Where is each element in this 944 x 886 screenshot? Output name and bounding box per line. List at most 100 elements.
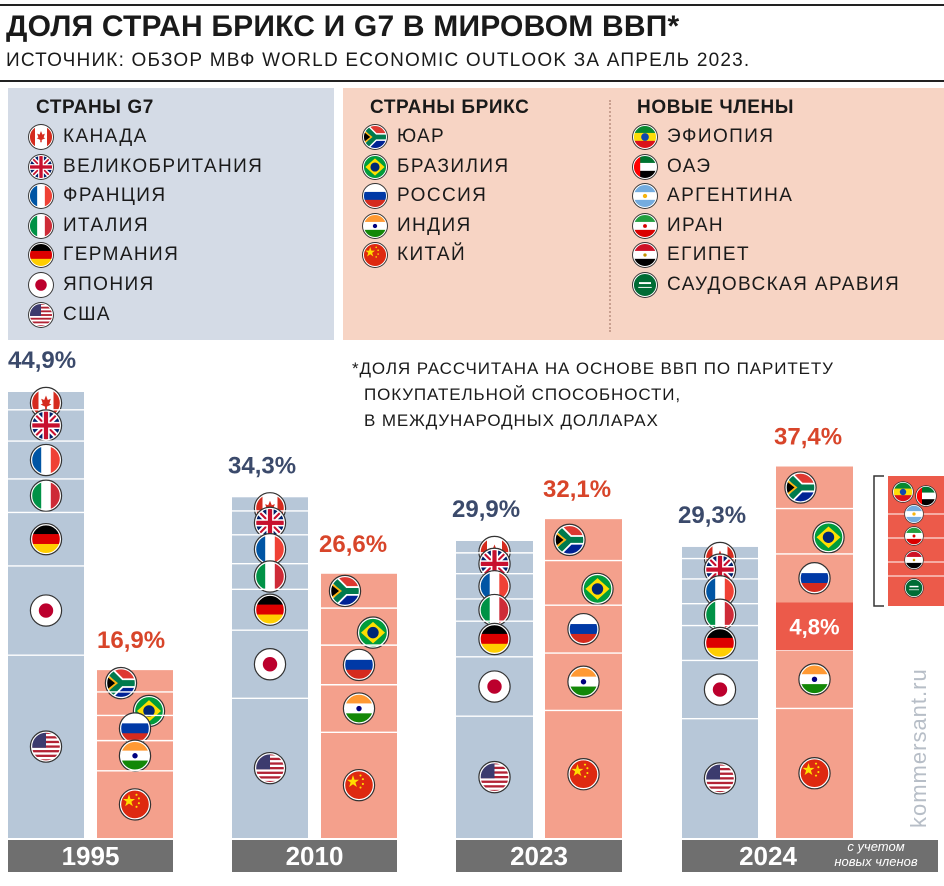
ethiopia-flag-icon	[892, 481, 914, 503]
india-flag-icon	[342, 692, 376, 725]
brics-value-label-2023: 32,1%	[543, 476, 611, 503]
header-rule	[0, 80, 944, 82]
legend-label-south-africa: ЮАР	[397, 126, 446, 147]
new-members-value-label-2024: 4,8%	[789, 614, 839, 639]
egypt-flag-icon	[632, 242, 658, 269]
uk-flag-icon	[28, 153, 54, 180]
south-africa-flag-icon	[784, 471, 817, 504]
year-bar-2023	[456, 840, 622, 872]
usa-flag-icon	[253, 751, 287, 785]
year-label-1995: 1995	[62, 841, 120, 871]
uk-flag-icon	[253, 506, 287, 540]
brics-value-label-2010: 26,6%	[319, 531, 387, 558]
legend-label-japan: ЯПОНИЯ	[63, 274, 155, 295]
uk-flag-icon	[29, 409, 63, 442]
ethiopia-flag-icon	[632, 124, 658, 150]
legend-item-egypt: ЕГИПЕТ	[632, 242, 750, 269]
year-label-2023: 2023	[510, 841, 568, 871]
footnote-line-1: *ДОЛЯ РАССЧИТАНА НА ОСНОВЕ ВВП ПО ПАРИТЕ…	[352, 359, 834, 378]
iran-flag-icon	[632, 212, 658, 239]
uae-flag-icon	[915, 485, 937, 507]
italy-flag-icon	[253, 560, 287, 593]
legend-item-iran: ИРАН	[632, 212, 725, 239]
india-flag-icon	[798, 663, 831, 696]
legend-label-italy: ИТАЛИЯ	[63, 214, 149, 236]
brazil-flag-icon	[812, 521, 845, 554]
legend-label-russia: РОССИЯ	[397, 185, 488, 207]
usa-flag-icon	[28, 301, 54, 328]
top-rule	[0, 4, 944, 6]
canada-flag-icon	[28, 124, 54, 150]
legend-label-germany: ГЕРМАНИЯ	[63, 244, 180, 266]
brazil-flag-icon	[362, 153, 388, 180]
legend-label-argentina: АРГЕНТИНА	[667, 185, 794, 207]
south-africa-flag-icon	[362, 124, 388, 150]
japan-flag-icon	[703, 673, 737, 706]
italy-flag-icon	[478, 593, 511, 627]
new-members-bracket	[873, 475, 884, 607]
legend-g7-heading: СТРАНЫ G7	[36, 97, 154, 118]
legend-divider	[609, 100, 611, 332]
china-flag-icon	[342, 768, 376, 802]
legend-item-uk: ВЕЛИКОБРИТАНИЯ	[28, 153, 264, 180]
legend-label-brazil: БРАЗИЛИЯ	[397, 155, 510, 177]
india-flag-icon	[118, 739, 152, 772]
year-bar-1995	[8, 840, 173, 872]
usa-flag-icon	[703, 762, 737, 795]
year-bar-2024	[682, 840, 938, 872]
chart-title: ДОЛЯ СТРАН БРИКС И G7 В МИРОВОМ ВВП*	[6, 10, 680, 43]
new-members-bar-2024	[776, 602, 853, 651]
legend-label-usa: США	[63, 303, 112, 325]
legend-label-uae: ОАЭ	[667, 155, 712, 177]
china-flag-icon	[567, 758, 600, 791]
legend-item-brazil: БРАЗИЛИЯ	[362, 153, 510, 180]
south-africa-flag-icon	[553, 523, 586, 557]
footnote: *ДОЛЯ РАССЧИТАНА НА ОСНОВЕ ВВП ПО ПАРИТЕ…	[352, 356, 834, 434]
legend-item-italy: ИТАЛИЯ	[28, 212, 149, 239]
china-flag-icon	[798, 757, 831, 790]
legend-label-france: ФРАНЦИЯ	[63, 185, 167, 207]
germany-flag-icon	[29, 522, 63, 556]
germany-flag-icon	[28, 242, 54, 269]
legend-label-uk: ВЕЛИКОБРИТАНИЯ	[63, 155, 264, 177]
egypt-flag-icon	[904, 550, 924, 570]
germany-flag-icon	[703, 626, 737, 660]
year-label-2010: 2010	[286, 841, 344, 871]
legend-item-ethiopia: ЭФИОПИЯ	[632, 124, 774, 150]
legend-label-india: ИНДИЯ	[397, 214, 472, 236]
india-flag-icon	[362, 212, 388, 239]
south-africa-flag-icon	[104, 666, 138, 700]
france-flag-icon	[29, 443, 63, 477]
saudi-arabia-flag-icon	[632, 272, 658, 298]
legend-label-canada: КАНАДА	[63, 126, 148, 147]
uae-flag-icon	[632, 153, 658, 180]
legend-item-argentina: АРГЕНТИНА	[632, 183, 794, 210]
france-flag-icon	[253, 533, 287, 566]
japan-flag-icon	[29, 594, 63, 627]
legend-label-ethiopia: ЭФИОПИЯ	[667, 126, 775, 147]
russia-flag-icon	[362, 183, 388, 210]
brazil-flag-icon	[356, 616, 390, 649]
legend-label-iran: ИРАН	[667, 214, 725, 236]
legend-item-china: КИТАЙ	[362, 242, 466, 269]
legend-item-india: ИНДИЯ	[362, 212, 472, 239]
russia-flag-icon	[798, 562, 831, 595]
legend-item-japan: ЯПОНИЯ	[28, 272, 155, 298]
legend-item-saudi-arabia: САУДОВСКАЯ АРАВИЯ	[632, 272, 900, 298]
legend-item-usa: США	[28, 301, 112, 328]
legend-item-canada: КАНАДА	[28, 124, 148, 150]
legend-item-south-africa: ЮАР	[362, 124, 445, 150]
italy-flag-icon	[29, 479, 63, 512]
chart-source: ИСТОЧНИК: ОБЗОР МВФ WORLD ECONOMIC OUTLO…	[6, 50, 751, 71]
year-label-2024: 2024	[739, 841, 797, 871]
south-africa-flag-icon	[328, 574, 362, 608]
g7-value-label-2024: 29,3%	[678, 502, 746, 529]
japan-flag-icon	[28, 272, 54, 298]
legend-brics-heading: СТРАНЫ БРИКС	[370, 97, 530, 118]
legend-label-saudi-arabia: САУДОВСКАЯ АРАВИЯ	[667, 274, 901, 295]
g7-value-label-2010: 34,3%	[228, 452, 296, 479]
brazil-flag-icon	[581, 572, 614, 606]
japan-flag-icon	[478, 670, 511, 703]
brics-value-label-1995: 16,9%	[97, 627, 165, 654]
